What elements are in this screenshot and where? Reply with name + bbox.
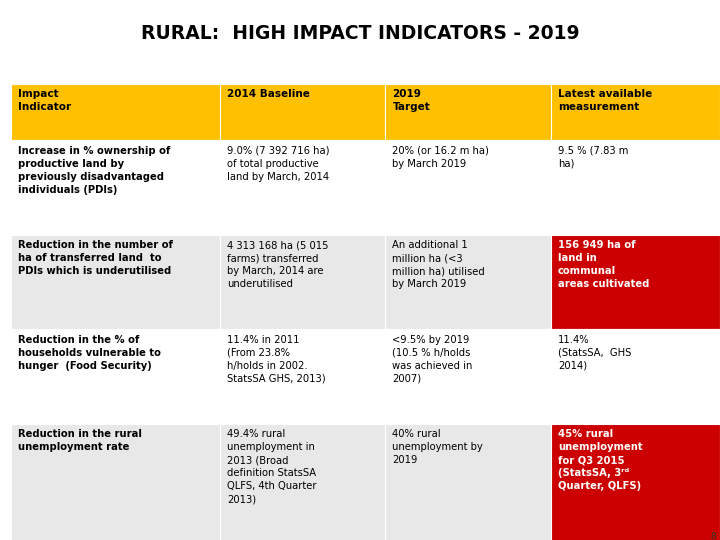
- Text: 11.4%
(StatsSA,  GHS
2014): 11.4% (StatsSA, GHS 2014): [558, 335, 631, 371]
- Text: Increase in % ownership of
productive land by
previously disadvantaged
individua: Increase in % ownership of productive la…: [18, 146, 171, 195]
- Bar: [220, 84, 385, 140]
- Text: 9.0% (7 392 716 ha)
of total productive
land by March, 2014: 9.0% (7 392 716 ha) of total productive …: [227, 146, 329, 182]
- Text: 20% (or 16.2 m ha)
by March 2019: 20% (or 16.2 m ha) by March 2019: [392, 146, 490, 169]
- Bar: [385, 140, 551, 235]
- Text: Reduction in the % of
households vulnerable to
hunger  (Food Security): Reduction in the % of households vulnera…: [18, 335, 161, 371]
- Text: 156 949 ha of
land in
communal
areas cultivated: 156 949 ha of land in communal areas cul…: [558, 240, 649, 289]
- Text: An additional 1
million ha (<3
million ha) utilised
by March 2019: An additional 1 million ha (<3 million h…: [392, 240, 485, 289]
- Bar: [11, 84, 220, 140]
- Bar: [385, 329, 551, 424]
- Bar: [551, 235, 720, 329]
- Bar: [11, 424, 220, 540]
- Bar: [551, 84, 720, 140]
- Text: 11.4% in 2011
(From 23.8%
h/holds in 2002.
StatsSA GHS, 2013): 11.4% in 2011 (From 23.8% h/holds in 200…: [227, 335, 325, 384]
- Bar: [220, 235, 385, 329]
- Text: 45% rural
unemployment
for Q3 2015
(StatsSA, 3ʳᵈ
Quarter, QLFS): 45% rural unemployment for Q3 2015 (Stat…: [558, 429, 643, 491]
- Bar: [551, 329, 720, 424]
- Bar: [220, 424, 385, 540]
- Text: 2019
Target: 2019 Target: [392, 89, 430, 112]
- Bar: [11, 329, 220, 424]
- Text: 9.5 % (7.83 m
ha): 9.5 % (7.83 m ha): [558, 146, 629, 169]
- Bar: [385, 235, 551, 329]
- Text: RURAL:  HIGH IMPACT INDICATORS - 2019: RURAL: HIGH IMPACT INDICATORS - 2019: [140, 24, 580, 43]
- Bar: [220, 329, 385, 424]
- Bar: [220, 140, 385, 235]
- Bar: [551, 140, 720, 235]
- Text: Impact
Indicator: Impact Indicator: [18, 89, 71, 112]
- Bar: [551, 424, 720, 540]
- Text: 8: 8: [711, 532, 716, 540]
- Text: 40% rural
unemployment by
2019: 40% rural unemployment by 2019: [392, 429, 483, 465]
- Bar: [385, 84, 551, 140]
- Text: Latest available
measurement: Latest available measurement: [558, 89, 652, 112]
- Text: Reduction in the number of
ha of transferred land  to
PDIs which is underutilise: Reduction in the number of ha of transfe…: [18, 240, 173, 276]
- Bar: [11, 235, 220, 329]
- Text: Reduction in the rural
unemployment rate: Reduction in the rural unemployment rate: [18, 429, 142, 453]
- Text: 49.4% rural
unemployment in
2013 (Broad
definition StatsSA
QLFS, 4th Quarter
201: 49.4% rural unemployment in 2013 (Broad …: [227, 429, 316, 504]
- Bar: [385, 424, 551, 540]
- Bar: [11, 140, 220, 235]
- Text: <9.5% by 2019
(10.5 % h/holds
was achieved in
2007): <9.5% by 2019 (10.5 % h/holds was achiev…: [392, 335, 473, 384]
- Text: 2014 Baseline: 2014 Baseline: [227, 89, 310, 99]
- Text: 4 313 168 ha (5 015
farms) transferred
by March, 2014 are
underutilised: 4 313 168 ha (5 015 farms) transferred b…: [227, 240, 328, 289]
